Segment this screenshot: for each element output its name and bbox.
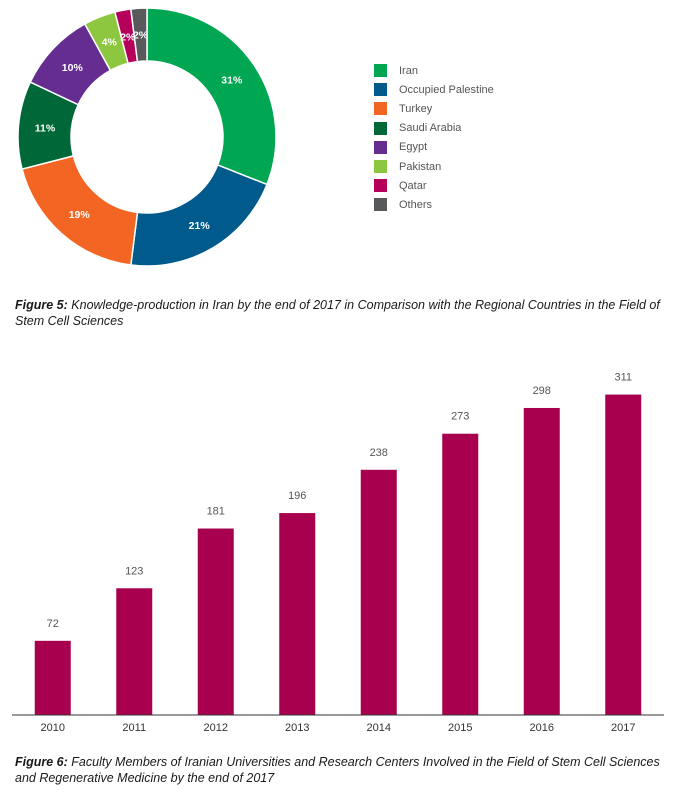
legend-label: Egypt (399, 141, 428, 154)
legend-label: Saudi Arabia (399, 122, 462, 135)
donut-slice-label-saudi-arabia: 11% (35, 122, 56, 134)
donut-slice-label-egypt: 10% (62, 62, 84, 74)
donut-slice-label-qatar: 2% (120, 31, 136, 43)
figure-6-caption-text: Faculty Members of Iranian Universities … (15, 755, 660, 785)
legend-swatch (374, 198, 387, 212)
legend-item-iran: Iran (374, 61, 494, 80)
figure-5-caption-text: Knowledge-production in Iran by the end … (15, 298, 660, 328)
bar-value-label-2015: 273 (451, 411, 469, 423)
bar-value-label-2014: 238 (370, 447, 388, 459)
donut-slice-iran (146, 7, 277, 186)
legend-item-pakistan: Pakistan (374, 157, 494, 176)
bar-value-label-2013: 196 (288, 490, 306, 502)
legend-label: Occupied Palestine (399, 83, 494, 96)
legend-item-saudi-arabia: Saudi Arabia (374, 119, 494, 138)
legend-item-qatar: Qatar (374, 176, 494, 195)
legend-label: Turkey (399, 102, 433, 115)
bar-2017 (605, 394, 642, 715)
bar-2016 (523, 407, 560, 715)
bar-value-label-2017: 311 (614, 372, 632, 384)
x-tick-label-2013: 2013 (285, 722, 309, 734)
donut-slice-label-others: 2% (133, 30, 149, 42)
figure-5-caption-label: Figure 5: (15, 298, 68, 312)
bar-2014 (360, 469, 397, 715)
bar-value-label-2016: 298 (533, 385, 551, 397)
legend-item-others: Others (374, 195, 494, 214)
donut-slice-label-iran: 31% (221, 74, 243, 86)
x-tick-label-2011: 2011 (122, 722, 146, 734)
legend-item-occupied-palestine: Occupied Palestine (374, 80, 494, 99)
donut-legend: Iran Occupied Palestine Turkey Saudi Arabia… (374, 61, 494, 215)
x-tick-label-2016: 2016 (530, 722, 554, 734)
legend-label: Pakistan (399, 160, 442, 173)
legend-swatch (374, 140, 387, 154)
donut-slice-occupied-palestine (129, 164, 268, 267)
legend-label: Qatar (399, 179, 427, 192)
legend-item-turkey: Turkey (374, 99, 494, 118)
legend-swatch (374, 102, 387, 116)
bar-chart: 72 2010 123 2011 181 2012 196 2013 238 2014 273 201… (12, 372, 664, 734)
donut-slice-label-occupied-palestine: 21% (189, 220, 211, 232)
figure-6-caption: Figure 6: Faculty Members of Iranian Uni… (15, 754, 665, 786)
legend-swatch (374, 64, 387, 78)
legend-label: Iran (399, 64, 418, 77)
donut-slice-label-pakistan: 4% (102, 37, 118, 49)
bar-2013 (279, 513, 316, 715)
x-tick-label-2015: 2015 (448, 722, 472, 734)
legend-item-egypt: Egypt (374, 138, 494, 157)
x-tick-label-2014: 2014 (367, 722, 391, 734)
figure-6-caption-label: Figure 6: (15, 755, 68, 769)
legend-swatch (374, 179, 387, 193)
bar-value-label-2012: 181 (207, 506, 225, 518)
donut-slice-label-turkey: 19% (69, 209, 91, 221)
bar-2012 (197, 528, 234, 715)
bar-2011 (116, 588, 153, 715)
legend-swatch (374, 83, 387, 97)
bar-value-label-2010: 72 (47, 618, 59, 630)
legend-label: Others (399, 198, 433, 211)
legend-swatch (374, 121, 387, 135)
bar-2015 (442, 433, 479, 715)
bar-value-label-2011: 123 (125, 565, 143, 577)
donut-chart: 31%21%19%11%10%4% 2%2% (17, 7, 277, 267)
x-tick-label-2010: 2010 (41, 722, 65, 734)
x-tick-label-2017: 2017 (611, 722, 635, 734)
legend-swatch (374, 160, 387, 174)
donut-slice-others (129, 7, 148, 63)
bar-2010 (34, 640, 71, 715)
x-tick-label-2012: 2012 (204, 722, 228, 734)
figure-5-caption: Figure 5: Knowledge-production in Iran b… (15, 297, 665, 329)
